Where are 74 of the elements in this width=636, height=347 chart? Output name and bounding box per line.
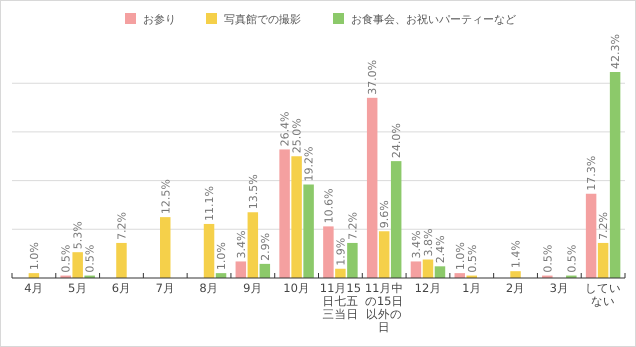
data-label: 25.0% [290, 118, 304, 154]
data-label: 42.3% [609, 34, 622, 69]
data-label: 2.9% [258, 232, 272, 261]
data-label: 13.5% [246, 174, 260, 210]
x-tick-label: 6月 [110, 281, 132, 295]
data-label: 7.2% [597, 212, 610, 240]
x-tick-label: 3月 [548, 281, 570, 295]
data-label: 26.4% [278, 111, 292, 146]
bar [366, 98, 378, 278]
x-tick-label: 8月 [198, 281, 220, 295]
bar [598, 242, 608, 278]
legend-label: お参り [143, 13, 176, 26]
data-label: 24.0% [390, 123, 404, 158]
bar [72, 252, 83, 278]
bar [279, 149, 290, 278]
data-label: 0.5% [60, 244, 73, 273]
x-tick-label: 7月 [154, 281, 176, 295]
data-label: 9.6% [378, 200, 392, 228]
x-tick-label: 12月 [414, 281, 442, 295]
legend-label: 写真館での撮影 [224, 13, 301, 26]
x-tick-label: 1月 [461, 281, 482, 295]
bar [454, 273, 465, 278]
data-label: 1.0% [28, 242, 41, 270]
bar [216, 273, 226, 278]
x-tick-label: 2月 [504, 281, 526, 295]
bar [28, 273, 40, 278]
data-label: 7.2% [115, 212, 128, 240]
bar [236, 261, 246, 278]
data-label: 3.8% [422, 228, 435, 256]
bar [291, 156, 302, 278]
data-label: 0.5% [466, 244, 479, 273]
data-label: 37.0% [366, 60, 380, 95]
bar [410, 261, 422, 278]
data-label: 0.5% [541, 244, 554, 273]
bar [303, 184, 314, 278]
x-tick-label: 9月 [242, 281, 264, 295]
bar [260, 264, 270, 278]
x-tick-label: 5月 [67, 281, 88, 295]
x-tick-label: 11月15日七五三当日 [320, 281, 362, 321]
data-label: 1.0% [454, 242, 467, 270]
bar [323, 226, 334, 278]
bar [204, 224, 214, 278]
data-label: 10.6% [322, 188, 336, 224]
bar [586, 194, 596, 278]
bar [160, 217, 170, 278]
bar [378, 231, 390, 278]
bar [510, 271, 521, 278]
bar [422, 259, 434, 278]
x-tick-label: 4月 [23, 281, 45, 295]
data-label: 12.5% [159, 179, 172, 214]
data-label: 0.5% [565, 244, 578, 273]
bar [347, 242, 358, 278]
data-label: 1.4% [510, 240, 523, 268]
data-label: 3.4% [234, 230, 248, 258]
x-tick-label: 10月 [282, 281, 311, 295]
bar [116, 242, 127, 278]
data-label: 1.0% [215, 242, 228, 270]
x-tick-label: 11月中の15日以外の日 [364, 281, 404, 334]
bar [390, 161, 402, 278]
data-label: 2.4% [434, 235, 447, 264]
data-label: 3.4% [410, 230, 423, 258]
data-label: 0.5% [84, 244, 97, 273]
bar [610, 72, 620, 278]
data-label: 11.1% [203, 186, 216, 221]
data-label: 17.3% [585, 156, 598, 191]
data-label: 19.2% [302, 146, 316, 182]
data-label: 7.2% [346, 212, 360, 240]
bar [335, 268, 346, 278]
x-tick-label: していない [584, 281, 622, 308]
bar [434, 266, 446, 278]
bar [248, 212, 258, 278]
data-label: 1.9% [334, 238, 348, 266]
legend-label: お食事会、お祝いパーティーなど [351, 13, 516, 26]
data-label: 5.3% [72, 221, 85, 250]
